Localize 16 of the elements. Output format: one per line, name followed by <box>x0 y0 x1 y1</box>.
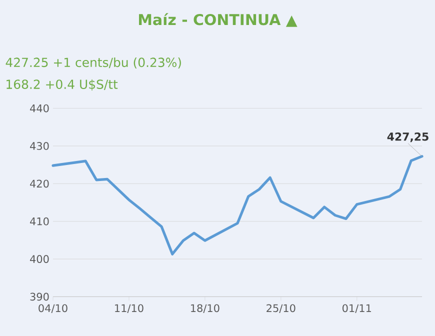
y-tick-label: 410 <box>30 217 49 226</box>
chart-subtitle: 427.25 +1 cents/bu (0.23%) <box>6 57 181 69</box>
line-series <box>52 155 424 256</box>
chart-title: Maíz - CONTINUA ▲ <box>139 13 298 27</box>
y-tick-label: 400 <box>30 255 49 263</box>
x-tick-label: 04/10 <box>38 304 68 313</box>
annotation: 427,25 <box>387 132 428 142</box>
x-tick-label: 01/11 <box>342 304 371 313</box>
x-tick-label: 25/10 <box>266 304 296 313</box>
x-tick-label: 11/10 <box>115 304 144 313</box>
y-tick-label: 420 <box>30 180 49 188</box>
y-tick-label: 390 <box>30 292 49 301</box>
x-tick-label: 18/10 <box>191 304 220 313</box>
y-tick-label: 430 <box>30 142 49 150</box>
text: 168.2 +0.4 U$S/tt <box>6 79 118 91</box>
y-tick-label: 440 <box>30 104 49 112</box>
